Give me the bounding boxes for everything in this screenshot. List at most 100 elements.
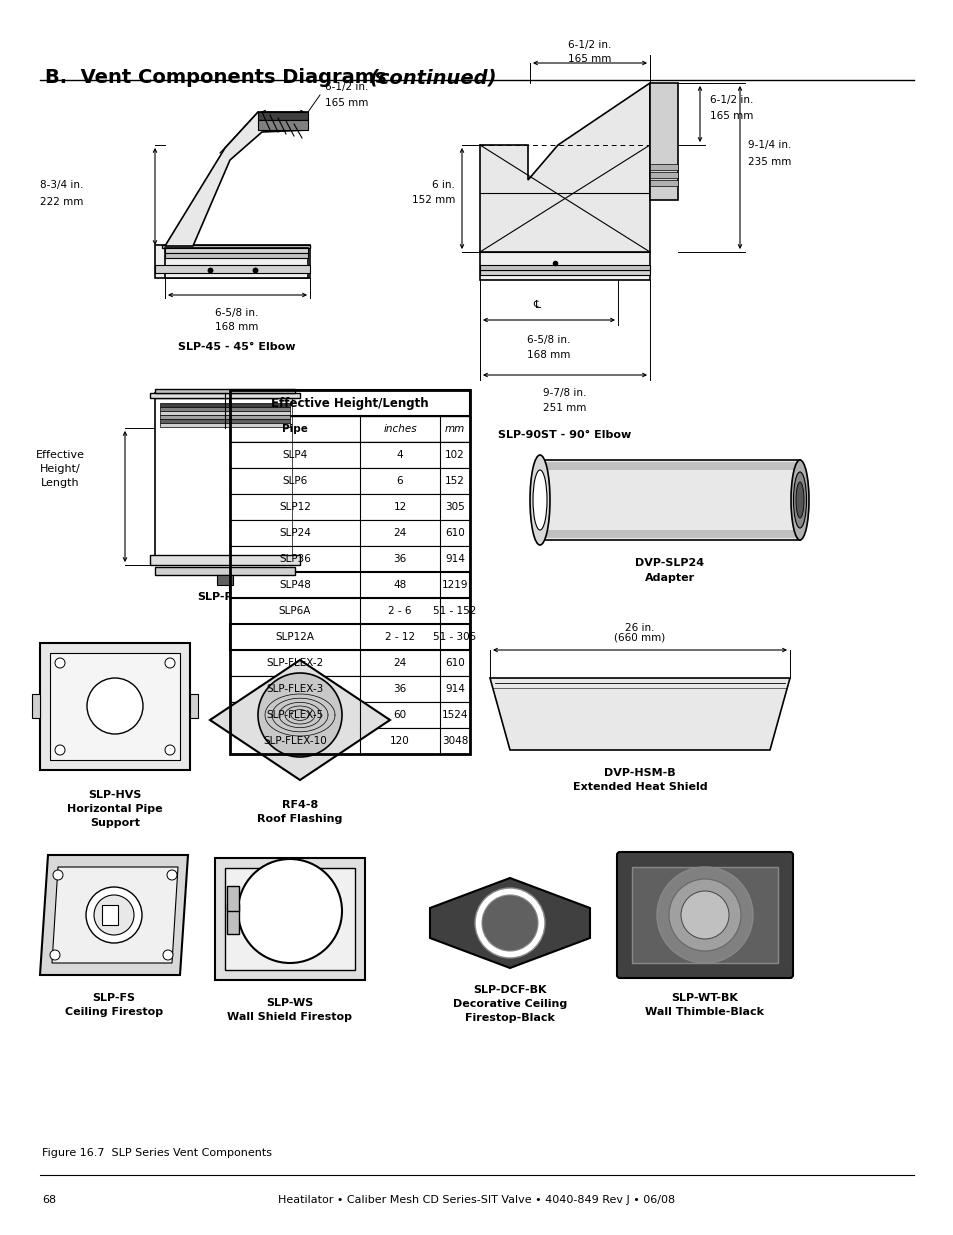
Text: 1524: 1524 [441, 710, 468, 720]
Polygon shape [210, 659, 390, 781]
Text: SLP-DCF-BK: SLP-DCF-BK [473, 986, 546, 995]
FancyBboxPatch shape [230, 650, 470, 676]
Text: 168 mm: 168 mm [527, 350, 570, 359]
Text: (660 mm): (660 mm) [614, 634, 665, 643]
Text: SLP12A: SLP12A [275, 632, 314, 642]
Text: 6-5/8 in.: 6-5/8 in. [527, 335, 570, 345]
Text: Horizontal Pipe: Horizontal Pipe [67, 804, 163, 814]
Text: inches: inches [383, 424, 416, 433]
Text: 152: 152 [445, 475, 464, 487]
FancyBboxPatch shape [160, 424, 290, 427]
Polygon shape [52, 867, 178, 963]
Circle shape [87, 678, 143, 734]
Text: 6-1/2 in.: 6-1/2 in. [325, 82, 368, 91]
Text: SLP-WT-BK: SLP-WT-BK [671, 993, 738, 1003]
Circle shape [55, 745, 65, 755]
FancyBboxPatch shape [230, 442, 470, 468]
FancyBboxPatch shape [50, 653, 180, 760]
Text: 610: 610 [445, 658, 464, 668]
FancyBboxPatch shape [160, 415, 290, 419]
Text: B.  Vent Components Diagrams: B. Vent Components Diagrams [45, 68, 393, 86]
Text: (continued): (continued) [370, 68, 497, 86]
Text: SLP-FLEX-2: SLP-FLEX-2 [266, 658, 323, 668]
FancyBboxPatch shape [230, 727, 470, 755]
Text: SLP48: SLP48 [279, 580, 311, 590]
Text: 6 in.: 6 in. [432, 180, 455, 190]
Text: Height/: Height/ [40, 464, 80, 474]
Text: SLP12: SLP12 [279, 501, 311, 513]
Text: 6-1/2 in.: 6-1/2 in. [709, 95, 753, 105]
Polygon shape [490, 678, 789, 750]
Text: 68: 68 [42, 1195, 56, 1205]
FancyBboxPatch shape [617, 852, 792, 978]
Circle shape [50, 950, 60, 960]
Circle shape [475, 888, 544, 958]
FancyBboxPatch shape [227, 885, 239, 911]
FancyBboxPatch shape [479, 270, 649, 275]
FancyBboxPatch shape [649, 180, 678, 186]
Text: 51 - 152: 51 - 152 [433, 606, 476, 616]
FancyBboxPatch shape [150, 393, 299, 398]
FancyBboxPatch shape [227, 904, 239, 934]
Polygon shape [162, 245, 310, 248]
Circle shape [55, 658, 65, 668]
Text: SLP24: SLP24 [279, 529, 311, 538]
FancyBboxPatch shape [479, 266, 649, 270]
Text: 24: 24 [393, 658, 406, 668]
Text: ℄: ℄ [654, 147, 660, 157]
Text: Roof Flashing: Roof Flashing [257, 814, 342, 824]
Text: Effective Height/Length: Effective Height/Length [271, 396, 428, 410]
Text: 9-7/8 in.: 9-7/8 in. [543, 388, 586, 398]
FancyBboxPatch shape [165, 248, 308, 253]
Circle shape [165, 658, 174, 668]
FancyBboxPatch shape [649, 164, 678, 170]
Text: 2 - 12: 2 - 12 [384, 632, 415, 642]
Circle shape [657, 867, 752, 963]
Text: Support: Support [90, 818, 140, 827]
Circle shape [237, 860, 341, 963]
Text: Adapter: Adapter [644, 573, 695, 583]
Text: 102: 102 [445, 450, 464, 459]
Text: SLP4: SLP4 [282, 450, 307, 459]
FancyBboxPatch shape [102, 905, 118, 925]
Ellipse shape [793, 472, 805, 529]
Text: Wall Shield Firestop: Wall Shield Firestop [227, 1011, 352, 1023]
Ellipse shape [533, 471, 546, 530]
FancyBboxPatch shape [230, 416, 470, 442]
FancyBboxPatch shape [230, 701, 470, 727]
Text: 9-1/4 in.: 9-1/4 in. [747, 140, 791, 149]
FancyBboxPatch shape [539, 462, 800, 471]
FancyBboxPatch shape [160, 411, 290, 415]
FancyBboxPatch shape [32, 694, 40, 718]
Text: RF4-8: RF4-8 [281, 800, 317, 810]
Text: SLP-FLEX-10: SLP-FLEX-10 [263, 736, 327, 746]
Text: 165 mm: 165 mm [709, 111, 753, 121]
Text: DVP-SLP24: DVP-SLP24 [635, 558, 704, 568]
FancyBboxPatch shape [230, 598, 470, 624]
Text: Heatilator • Caliber Mesh CD Series-SIT Valve • 4040-849 Rev J • 06/08: Heatilator • Caliber Mesh CD Series-SIT … [278, 1195, 675, 1205]
Text: SLP6A: SLP6A [278, 606, 311, 616]
Text: 3048: 3048 [441, 736, 468, 746]
FancyBboxPatch shape [649, 83, 678, 200]
Text: SLP-FLEX-3: SLP-FLEX-3 [266, 684, 323, 694]
FancyBboxPatch shape [154, 393, 294, 564]
Text: 165 mm: 165 mm [325, 98, 368, 107]
Text: 60: 60 [393, 710, 406, 720]
Polygon shape [479, 83, 649, 252]
Text: ℄: ℄ [533, 300, 540, 310]
Text: 51 - 305: 51 - 305 [433, 632, 476, 642]
Text: 914: 914 [445, 684, 464, 694]
Text: Length: Length [41, 478, 79, 488]
Circle shape [163, 950, 172, 960]
Polygon shape [257, 112, 308, 120]
Circle shape [86, 887, 142, 944]
Text: SLP-FS: SLP-FS [92, 993, 135, 1003]
Text: 120: 120 [390, 736, 410, 746]
Circle shape [481, 895, 537, 951]
Text: SLP-Pipe: SLP-Pipe [197, 592, 253, 601]
Text: 26 in.: 26 in. [624, 622, 654, 634]
Text: 36: 36 [393, 555, 406, 564]
Text: 48: 48 [393, 580, 406, 590]
FancyBboxPatch shape [230, 494, 470, 520]
Text: 168 mm: 168 mm [215, 322, 258, 332]
